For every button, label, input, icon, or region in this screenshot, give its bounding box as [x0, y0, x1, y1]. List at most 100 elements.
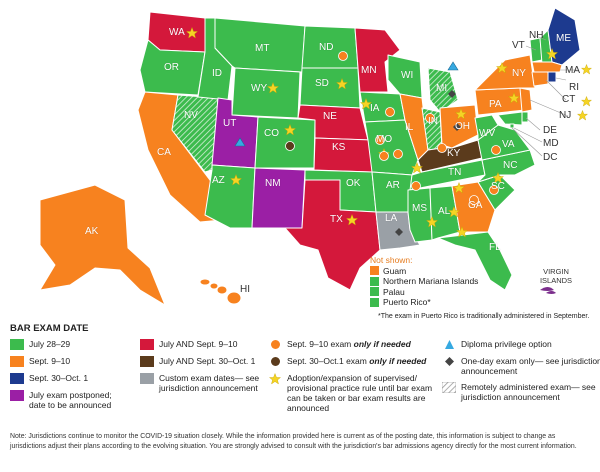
brown-dot-icon — [285, 141, 295, 151]
label-UT: UT — [223, 118, 237, 129]
legend-item: Remotely administered exam— see jurisdic… — [442, 382, 600, 402]
legend-col-3: Sept. 9–10 exam only if needed Sept. 30–O… — [268, 339, 433, 419]
legend-swatch — [10, 356, 24, 367]
legend-item: Sept. 9–10 exam only if needed — [268, 339, 433, 350]
star-icon — [577, 110, 588, 121]
not-shown-label: Puerto Rico* — [383, 297, 431, 307]
label-GA: GA — [468, 200, 483, 211]
legend-label: Sept. 9–10 — [29, 356, 71, 366]
label-OK: OK — [346, 178, 361, 189]
orange-dot-icon — [491, 145, 501, 155]
orange-dot-icon — [489, 185, 499, 195]
state-WV — [474, 114, 499, 141]
state-AR — [371, 171, 413, 213]
label-WA: WA — [169, 27, 185, 38]
label-WV: WV — [479, 128, 496, 139]
star-icon — [268, 372, 282, 384]
label-MN: MN — [361, 65, 377, 76]
label-NJ: NJ — [559, 110, 572, 121]
orange-dot-icon — [268, 339, 282, 350]
color-swatch — [370, 276, 379, 286]
diamond-icon — [395, 228, 403, 236]
label-OR: OR — [164, 62, 179, 73]
not-shown-label: Northern Mariana Islands — [383, 276, 479, 286]
label-LA: LA — [385, 213, 398, 224]
label-IA: IA — [370, 103, 380, 114]
legend-label-text: Adoption/expansion of supervised/ provis… — [287, 373, 433, 413]
legend-swatch — [140, 339, 154, 350]
label-ME: ME — [556, 33, 571, 44]
legend-item: Diploma privilege option — [442, 339, 600, 350]
legend-col-4: Diploma privilege option One-day exam onl… — [442, 339, 600, 408]
label-CO: CO — [264, 128, 279, 139]
label-MO: MO — [376, 134, 393, 145]
label-WI: WI — [401, 70, 414, 81]
state-NM — [251, 167, 306, 229]
virgin-islands-label: VIRGIN ISLANDS — [539, 267, 573, 285]
color-swatch — [370, 266, 379, 276]
state-MS — [407, 187, 433, 243]
legend-item: One-day exam only— see jurisdiction anno… — [442, 356, 600, 376]
legend-label: July AND Sept. 30–Oct. 1 — [159, 356, 256, 366]
legend-col-1: July 28–29 Sept. 9–10 Sept. 30–Oct. 1 July … — [10, 339, 125, 416]
label-SC: SC — [491, 181, 505, 192]
label-FL: FL — [489, 242, 501, 253]
label-IN: IN — [428, 116, 438, 127]
label-AZ: AZ — [212, 175, 225, 186]
covid-note: Note: Jurisdictions continue to monitor … — [10, 433, 577, 450]
not-shown-item: Puerto Rico* — [370, 297, 478, 308]
state-AK — [39, 184, 166, 306]
state-MD — [497, 111, 523, 126]
orange-dot-icon — [385, 107, 395, 117]
legend-label: One-day exam only— see jurisdiction anno… — [461, 356, 600, 376]
state-MI — [427, 67, 459, 113]
legend-swatch — [140, 373, 154, 384]
legend-item: Sept. 30–Oct. 1 — [10, 373, 125, 384]
legend-item: July exam postponed; date to be announce… — [10, 390, 125, 410]
label-NY: NY — [512, 68, 526, 79]
legend: BAR EXAM DATE July 28–29 Sept. 9–10 Sept. … — [10, 323, 600, 413]
state-FL — [437, 231, 513, 291]
legend-item: Sept. 9–10 — [10, 356, 125, 367]
triangle-icon — [234, 137, 246, 147]
legend-swatch — [10, 390, 24, 401]
label-CT: CT — [562, 94, 576, 105]
label-VA: VA — [502, 139, 515, 150]
marker-layer — [186, 27, 592, 294]
hatch-icon — [442, 382, 456, 393]
label-NM: NM — [265, 178, 281, 189]
diamond-icon — [448, 90, 456, 98]
label-SD: SD — [315, 78, 329, 89]
legend-item: July AND Sept. 9–10 — [140, 339, 260, 350]
state-RI — [547, 71, 557, 83]
state-CT — [531, 71, 549, 87]
orange-dot-icon — [338, 51, 348, 61]
orange-dot-icon — [393, 149, 403, 159]
star-icon — [581, 96, 592, 107]
state-CO — [254, 116, 316, 169]
legend-item: July 28–29 — [10, 339, 125, 350]
legend-item: July AND Sept. 30–Oct. 1 — [140, 356, 260, 367]
legend-label: Remotely administered exam— see jurisdic… — [461, 382, 596, 402]
label-AK: AK — [85, 226, 99, 237]
label-ND: ND — [319, 42, 334, 53]
label-TN: TN — [448, 167, 462, 178]
legend-title: BAR EXAM DATE — [10, 323, 89, 334]
orange-dot-icon — [379, 151, 389, 161]
not-shown-label: Guam — [383, 265, 407, 276]
label-NC: NC — [503, 160, 518, 171]
label-AR: AR — [386, 180, 400, 191]
legend-label-emphasis: only if needed — [369, 356, 427, 366]
legend-item: Adoption/expansion of supervised/ provis… — [268, 372, 433, 413]
state-AL — [429, 185, 461, 241]
not-shown-title: Not shown: — [370, 255, 413, 265]
label-MI: MI — [436, 83, 448, 94]
legend-label-text: Sept. 9–10 exam — [287, 339, 354, 349]
legend-item: Sept. 30–Oct.1 exam only if needed — [268, 356, 433, 367]
label-KS: KS — [332, 142, 346, 153]
virgin-islands-icon — [540, 287, 556, 294]
legend-label-emphasis: only if needed — [353, 339, 411, 349]
orange-dot-icon — [469, 195, 479, 205]
orange-dot-icon — [375, 135, 385, 145]
label-AL: AL — [438, 206, 451, 217]
